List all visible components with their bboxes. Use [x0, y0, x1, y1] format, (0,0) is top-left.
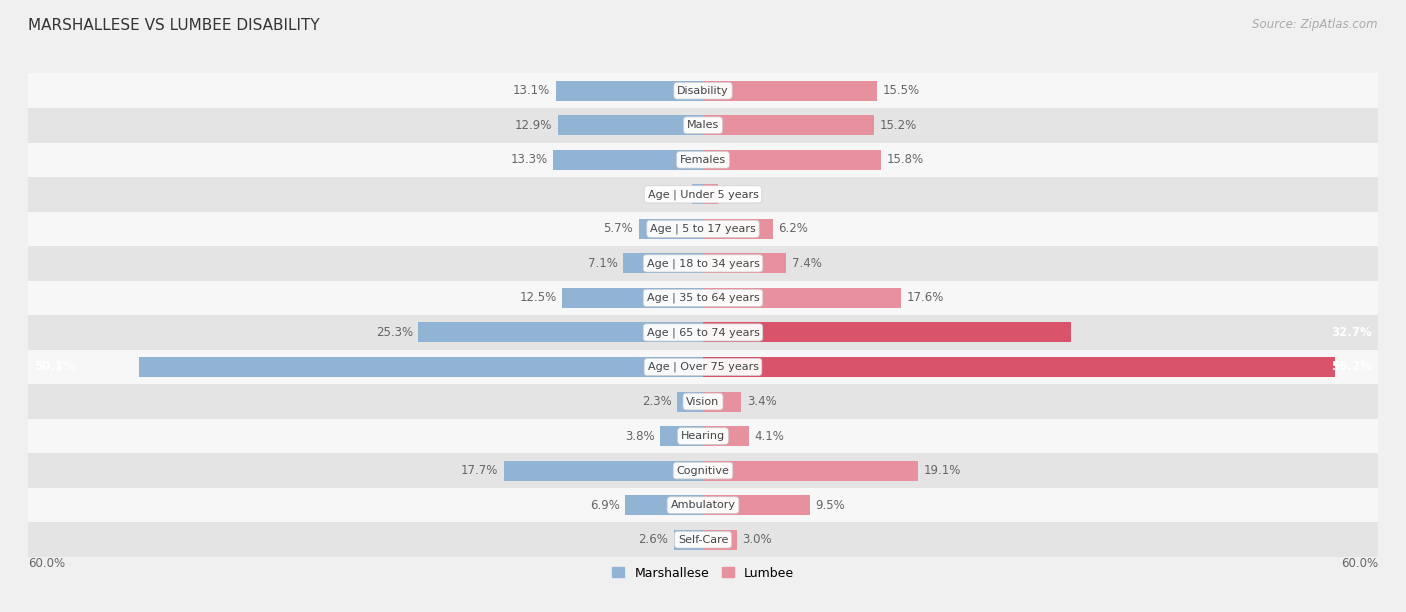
Bar — [703, 529, 737, 550]
Text: Ambulatory: Ambulatory — [671, 500, 735, 510]
Text: MARSHALLESE VS LUMBEE DISABILITY: MARSHALLESE VS LUMBEE DISABILITY — [28, 18, 319, 34]
Text: 6.9%: 6.9% — [591, 499, 620, 512]
Bar — [703, 150, 880, 170]
Text: 60.0%: 60.0% — [28, 557, 65, 570]
Bar — [703, 426, 749, 446]
Bar — [28, 453, 1378, 488]
Bar — [703, 219, 773, 239]
Bar — [28, 384, 1378, 419]
Legend: Marshallese, Lumbee: Marshallese, Lumbee — [607, 562, 799, 584]
Bar — [28, 73, 1378, 108]
Text: Age | 5 to 17 years: Age | 5 to 17 years — [650, 223, 756, 234]
Text: 25.3%: 25.3% — [375, 326, 413, 339]
Bar — [28, 315, 1378, 349]
Text: Age | 35 to 64 years: Age | 35 to 64 years — [647, 293, 759, 303]
Text: 1.3%: 1.3% — [723, 188, 754, 201]
Text: 13.1%: 13.1% — [513, 84, 550, 97]
Text: 17.7%: 17.7% — [461, 464, 498, 477]
Bar — [703, 495, 810, 515]
Text: 60.0%: 60.0% — [1341, 557, 1378, 570]
Bar — [562, 288, 703, 308]
Text: 15.2%: 15.2% — [880, 119, 917, 132]
Bar — [703, 184, 717, 204]
Text: Females: Females — [681, 155, 725, 165]
Bar — [28, 246, 1378, 281]
Text: 56.2%: 56.2% — [1331, 360, 1372, 373]
Bar — [703, 253, 786, 274]
Bar — [554, 150, 703, 170]
Text: 5.7%: 5.7% — [603, 222, 633, 236]
Text: Age | Over 75 years: Age | Over 75 years — [648, 362, 758, 372]
Text: Disability: Disability — [678, 86, 728, 95]
Text: 32.7%: 32.7% — [1331, 326, 1372, 339]
Bar — [703, 115, 875, 135]
Text: Hearing: Hearing — [681, 431, 725, 441]
Text: 4.1%: 4.1% — [755, 430, 785, 442]
Bar — [139, 357, 703, 377]
Bar — [623, 253, 703, 274]
Text: Cognitive: Cognitive — [676, 466, 730, 476]
Bar — [503, 461, 703, 480]
Text: 15.8%: 15.8% — [886, 153, 924, 166]
Bar — [703, 288, 901, 308]
Bar — [638, 219, 703, 239]
Bar — [703, 323, 1071, 343]
Text: 50.1%: 50.1% — [34, 360, 75, 373]
Bar — [673, 529, 703, 550]
Bar — [419, 323, 703, 343]
Text: 12.5%: 12.5% — [520, 291, 557, 304]
Text: 7.4%: 7.4% — [792, 257, 821, 270]
Bar — [28, 349, 1378, 384]
Text: Self-Care: Self-Care — [678, 535, 728, 545]
Bar — [703, 357, 1336, 377]
Text: Vision: Vision — [686, 397, 720, 406]
Bar — [558, 115, 703, 135]
Bar — [28, 488, 1378, 523]
Bar — [626, 495, 703, 515]
Text: Age | Under 5 years: Age | Under 5 years — [648, 189, 758, 200]
Text: 13.3%: 13.3% — [510, 153, 548, 166]
Bar — [28, 419, 1378, 453]
Bar — [28, 281, 1378, 315]
Text: 2.3%: 2.3% — [641, 395, 672, 408]
Text: 2.6%: 2.6% — [638, 533, 668, 546]
Bar — [555, 81, 703, 101]
Text: 3.8%: 3.8% — [626, 430, 655, 442]
Bar — [28, 143, 1378, 177]
Text: 6.2%: 6.2% — [779, 222, 808, 236]
Text: 17.6%: 17.6% — [907, 291, 943, 304]
Bar — [661, 426, 703, 446]
Bar — [703, 461, 918, 480]
Text: 0.94%: 0.94% — [650, 188, 686, 201]
Text: 19.1%: 19.1% — [924, 464, 960, 477]
Text: 3.0%: 3.0% — [742, 533, 772, 546]
Bar — [678, 392, 703, 411]
Bar — [28, 177, 1378, 212]
Text: Males: Males — [688, 120, 718, 130]
Text: 3.4%: 3.4% — [747, 395, 776, 408]
Bar — [28, 108, 1378, 143]
Text: 7.1%: 7.1% — [588, 257, 617, 270]
Text: Age | 65 to 74 years: Age | 65 to 74 years — [647, 327, 759, 338]
Text: 9.5%: 9.5% — [815, 499, 845, 512]
Bar — [703, 81, 877, 101]
Bar — [703, 392, 741, 411]
Text: 15.5%: 15.5% — [883, 84, 920, 97]
Bar — [28, 523, 1378, 557]
Bar — [28, 212, 1378, 246]
Bar — [692, 184, 703, 204]
Text: Source: ZipAtlas.com: Source: ZipAtlas.com — [1253, 18, 1378, 31]
Text: 12.9%: 12.9% — [515, 119, 553, 132]
Text: Age | 18 to 34 years: Age | 18 to 34 years — [647, 258, 759, 269]
